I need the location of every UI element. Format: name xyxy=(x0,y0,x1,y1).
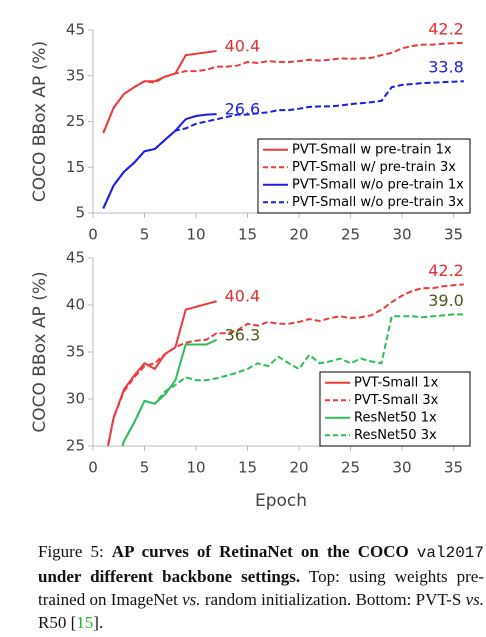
x-tick-label: 35 xyxy=(444,459,463,477)
data-label: 40.4 xyxy=(225,287,261,306)
y-axis-title: COCO BBox AP (%) xyxy=(30,41,50,202)
series-line xyxy=(121,313,464,446)
legend-label: PVT-Small 3x xyxy=(354,393,439,408)
x-tick-label: 10 xyxy=(186,226,205,244)
legend-box xyxy=(257,138,471,214)
data-label: 39.0 xyxy=(428,291,464,310)
caption-text: random initialization. Bottom: PVT-S xyxy=(204,590,462,609)
legend-label: PVT-Small w/o pre-train 1x xyxy=(292,177,464,192)
x-tick-label: 20 xyxy=(289,226,308,244)
caption-italic: vs. xyxy=(182,590,201,609)
series-line xyxy=(121,338,218,446)
caption-text: Top: using weights pre-trained on ImageN… xyxy=(38,567,484,609)
caption-text: . xyxy=(98,613,104,632)
citation[interactable]: 15 xyxy=(76,613,94,632)
x-tick-label: 0 xyxy=(88,226,98,244)
x-tick-label: 15 xyxy=(238,459,257,477)
series-line xyxy=(106,300,217,446)
x-tick-label: 5 xyxy=(140,226,150,244)
legend-label: PVT-Small w/ pre-train 3x xyxy=(292,160,456,175)
y-tick-label: 40 xyxy=(66,296,85,314)
series-line xyxy=(102,80,464,209)
y-tick-label: 25 xyxy=(66,437,85,455)
legend-label: PVT-Small w/o pre-train 3x xyxy=(292,195,464,210)
x-tick-label: 35 xyxy=(444,226,463,244)
x-tick-label: 20 xyxy=(289,459,308,477)
caption-code: val2017 xyxy=(416,544,485,562)
caption-bold: under different backbone settings. xyxy=(38,567,301,586)
legend-label: PVT-Small w pre-train 1x xyxy=(292,142,452,157)
series-line xyxy=(102,113,217,209)
caption-label: Figure 5: xyxy=(38,542,104,561)
caption-bold: AP curves of RetinaNet on the COCO xyxy=(111,542,409,561)
x-tick-label: 25 xyxy=(341,459,360,477)
legend-box xyxy=(319,371,471,447)
data-label: 26.6 xyxy=(225,100,261,119)
data-label: 40.4 xyxy=(225,37,261,56)
y-tick-label: 35 xyxy=(66,66,85,84)
series-line xyxy=(106,283,464,446)
y-tick-label: 5 xyxy=(75,204,85,222)
x-tick-label: 5 xyxy=(140,459,150,477)
x-tick-label: 25 xyxy=(341,226,360,244)
data-label: 36.3 xyxy=(225,325,261,344)
caption: Figure 5: AP curves of RetinaNet on the … xyxy=(38,542,485,632)
x-tick-label: 0 xyxy=(88,459,98,477)
x-axis-title: Epoch xyxy=(255,491,307,511)
y-tick-label: 15 xyxy=(66,158,85,176)
y-tick-label: 45 xyxy=(66,21,85,39)
legend-label: ResNet50 1x xyxy=(354,410,437,425)
data-label: 33.8 xyxy=(428,58,464,77)
y-tick-label: 25 xyxy=(66,112,85,130)
x-tick-label: 30 xyxy=(392,226,411,244)
data-label: 42.2 xyxy=(428,19,464,38)
y-axis-title: COCO BBox AP (%) xyxy=(30,271,50,432)
x-tick-label: 10 xyxy=(186,459,205,477)
y-tick-label: 45 xyxy=(66,249,85,267)
legend-label: ResNet50 3x xyxy=(354,428,437,443)
x-tick-label: 30 xyxy=(392,459,411,477)
series-line xyxy=(102,50,217,134)
data-label: 42.2 xyxy=(428,261,464,280)
legend-label: PVT-Small 1x xyxy=(354,375,439,390)
series-line xyxy=(102,41,464,134)
caption-italic: vs. xyxy=(465,590,485,609)
y-tick-label: 30 xyxy=(66,390,85,408)
caption-text: R50 xyxy=(38,613,67,632)
y-tick-label: 35 xyxy=(66,343,85,361)
x-tick-label: 15 xyxy=(238,226,257,244)
